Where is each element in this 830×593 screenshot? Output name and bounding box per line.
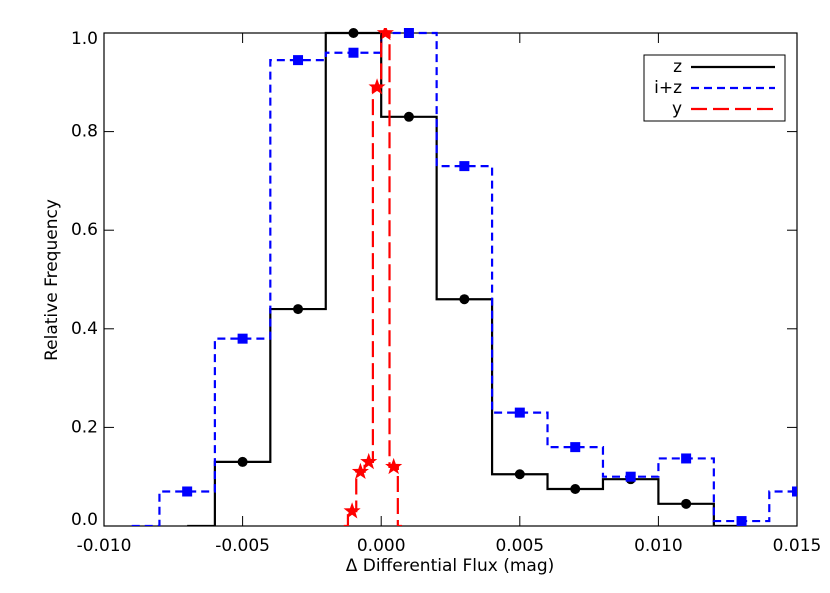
marker: [792, 486, 797, 497]
y-tick-label: 0.6: [71, 220, 98, 240]
marker: [348, 28, 359, 38]
marker: [459, 294, 470, 305]
marker: [351, 462, 369, 480]
y-tick-label: 0.2: [71, 417, 98, 437]
marker: [403, 28, 414, 38]
marker: [736, 516, 747, 526]
x-tick-label: -0.010: [77, 536, 132, 556]
x-tick-label: 0.005: [495, 536, 544, 556]
marker: [376, 28, 394, 41]
y-axis-label: Relative Frequency: [42, 199, 62, 361]
step-line: [343, 31, 402, 526]
plot-area: [131, 28, 797, 526]
marker: [459, 161, 470, 172]
y-tick-label: 0.8: [71, 122, 98, 142]
legend-label: y: [672, 99, 682, 119]
x-tick-label: 0.010: [634, 536, 683, 556]
marker: [343, 502, 361, 519]
x-tick-label: -0.005: [215, 536, 270, 556]
marker: [237, 456, 248, 467]
marker: [681, 453, 692, 464]
legend-label: i+z: [654, 78, 682, 98]
marker: [570, 442, 581, 453]
marker: [293, 304, 304, 315]
marker: [514, 469, 525, 480]
marker: [293, 55, 304, 66]
x-tick-label: 0.015: [773, 536, 822, 556]
marker: [182, 486, 193, 497]
marker: [237, 333, 248, 344]
y-tick-label: 0.4: [71, 319, 98, 339]
marker: [570, 484, 581, 495]
y-tick-label: 0.0: [71, 510, 98, 530]
legend-label: z: [673, 57, 682, 77]
x-tick-label: 0.000: [357, 536, 406, 556]
marker: [348, 47, 359, 58]
marker: [514, 407, 525, 418]
legend: zi+zy: [643, 54, 786, 122]
marker: [403, 111, 414, 122]
marker: [625, 471, 636, 482]
marker: [360, 452, 378, 470]
marker: [681, 498, 692, 509]
marker: [385, 457, 403, 475]
x-axis-label: Δ Differential Flux (mag): [346, 556, 555, 576]
y-tick-label: 1.0: [71, 29, 98, 49]
plot-frame: [103, 32, 798, 527]
step-line: [131, 31, 797, 526]
marker: [368, 78, 386, 95]
